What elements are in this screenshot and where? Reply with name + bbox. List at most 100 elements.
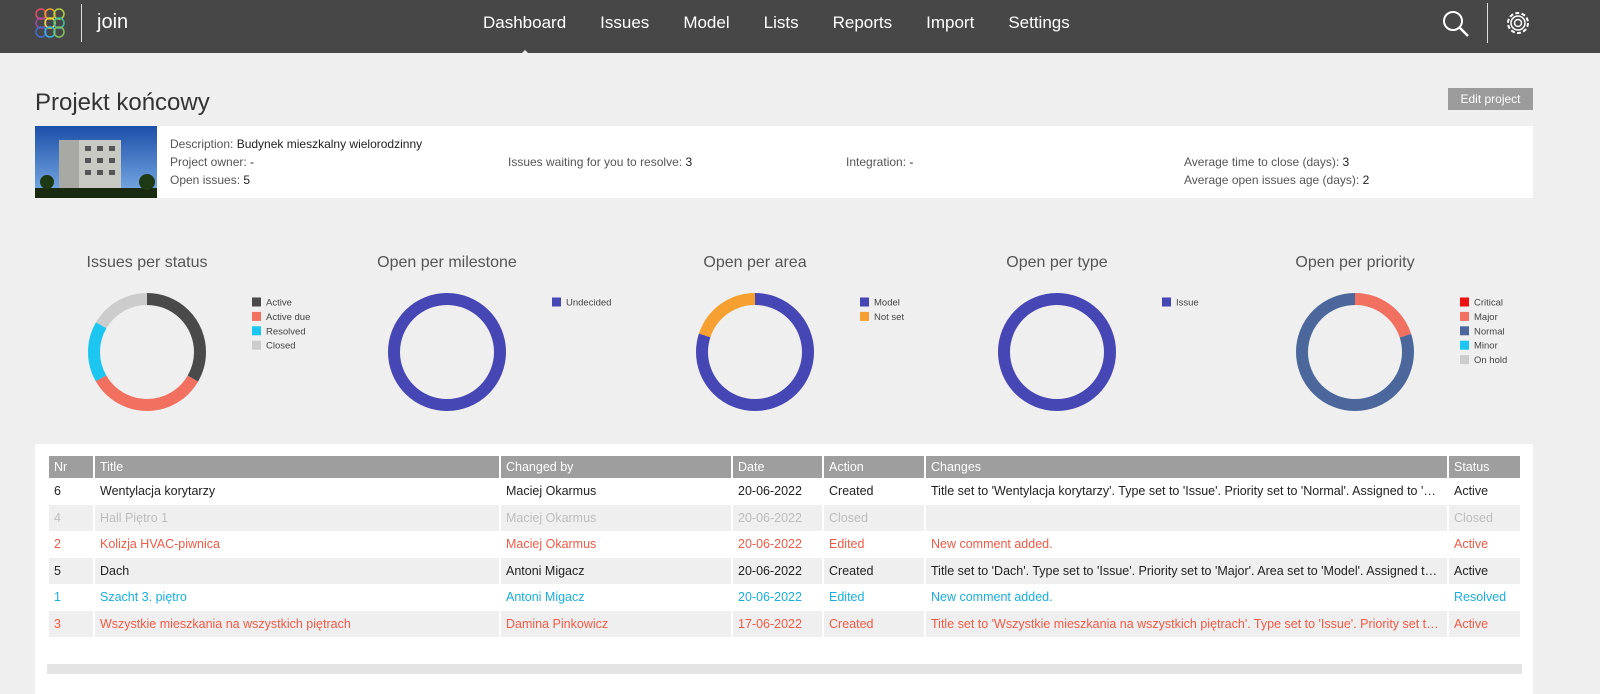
divider — [81, 4, 82, 42]
column-header[interactable]: Changes — [926, 456, 1447, 478]
nav-item[interactable]: Reports — [832, 13, 893, 32]
legend-label[interactable]: On hold — [1474, 355, 1507, 366]
legend-label[interactable]: Normal — [1474, 326, 1505, 337]
info-item: Description: Budynek mieszkalny wielorod… — [170, 137, 422, 151]
table-cell: Created — [824, 610, 924, 637]
nav-item[interactable]: Dashboard — [466, 0, 583, 60]
legend-swatch[interactable] — [1460, 297, 1469, 307]
table-cell: 17-06-2022 — [733, 610, 822, 637]
table-cell: Maciej Okarmus — [501, 504, 731, 531]
info-value: Budynek mieszkalny wielorodzinny — [236, 137, 423, 151]
brand[interactable]: join — [97, 11, 129, 33]
scroll-bar — [47, 664, 1522, 674]
chart: Open per milestone Undecided — [377, 254, 611, 411]
legend-label[interactable]: Undecided — [566, 298, 611, 309]
donut-segment — [88, 293, 206, 411]
info-item: Project owner: - — [170, 155, 254, 169]
info-value: 3 — [1342, 155, 1350, 169]
donut-segment — [88, 293, 206, 411]
table-cell: 20-06-2022 — [733, 504, 822, 531]
table-row[interactable]: 4 Hall Piętro 1 Maciej Okarmus 20-06-2022 Cl… — [49, 504, 1520, 531]
table-cell: Resolved — [1454, 590, 1507, 605]
nav-menu: Dashboard Issues Model Lists Reports Import Se… — [466, 0, 1087, 60]
chart-title: Open per milestone — [377, 254, 517, 271]
info-label: Average time to close (days): — [1184, 155, 1340, 169]
legend-label[interactable]: Issue — [1176, 298, 1199, 309]
column-header[interactable]: Nr — [49, 456, 93, 478]
info-item: Issues waiting for you to resolve: 3 — [508, 155, 692, 169]
nav-item[interactable]: Lists — [763, 13, 799, 32]
legend-swatch[interactable] — [252, 326, 261, 336]
nav-item[interactable]: Model — [683, 13, 730, 32]
legend-label[interactable]: Critical — [1474, 298, 1503, 309]
table-cell: Edited — [829, 590, 865, 605]
info-label: Issues waiting for you to resolve: — [508, 155, 683, 169]
column-header[interactable]: Title — [95, 456, 499, 478]
column-header[interactable]: Action — [824, 456, 924, 478]
legend-swatch[interactable] — [1460, 340, 1469, 350]
table-cell: Maciej Okarmus — [506, 537, 597, 552]
legend-swatch[interactable] — [1460, 326, 1469, 336]
table-cell: 4 — [49, 504, 93, 531]
nav-item[interactable]: Settings — [1008, 13, 1070, 32]
settings-icon[interactable] — [1503, 8, 1533, 38]
column-header[interactable]: Date — [733, 456, 822, 478]
legend-swatch[interactable] — [252, 311, 261, 321]
info-value: - — [250, 155, 255, 169]
legend-label[interactable]: Active due — [266, 312, 310, 323]
table-row[interactable]: 3 Wszystkie mieszkania na wszystkich pięt… — [49, 610, 1520, 637]
column-header[interactable]: Changed by — [501, 456, 731, 478]
legend-label[interactable]: Closed — [266, 341, 296, 352]
legend-swatch[interactable] — [252, 340, 261, 350]
chart: Open per type Issue — [998, 254, 1199, 411]
table-cell: Wszystkie mieszkania na wszystkich piętr… — [95, 610, 499, 637]
legend-swatch[interactable] — [1460, 311, 1469, 321]
table-cell: Title set to 'Dach'. Type set to 'Issue'… — [926, 557, 1447, 584]
table-cell: 20-06-2022 — [733, 557, 822, 584]
legend-label[interactable]: Model — [874, 298, 900, 309]
table-cell: New comment added. — [931, 537, 1053, 552]
nav-item[interactable]: Import — [926, 13, 975, 32]
chart-title: Issues per status — [87, 254, 208, 271]
table-row[interactable]: 6 Wentylacja korytarzy Maciej Okarmus 20-06… — [49, 478, 1520, 505]
project-thumbnail — [35, 126, 157, 198]
info-value: 5 — [243, 173, 251, 187]
table-cell: Antoni Migacz — [506, 590, 585, 605]
legend-swatch[interactable] — [860, 311, 869, 321]
legend-swatch[interactable] — [252, 297, 261, 307]
donut-segment — [88, 293, 206, 411]
edit-project-button[interactable]: Edit project — [1448, 88, 1533, 110]
table-row[interactable]: 1 Szacht 3. piętro Antoni Migacz 20-06-2022… — [49, 584, 1520, 611]
table-cell — [926, 504, 1447, 531]
table-cell: 2 — [54, 537, 61, 552]
legend-swatch[interactable] — [860, 297, 869, 307]
legend-swatch[interactable] — [1460, 355, 1469, 365]
table-cell: 5 — [49, 557, 93, 584]
info-label: Open issues: — [170, 173, 241, 187]
info-value: - — [909, 155, 914, 169]
nav-item[interactable]: Issues — [600, 13, 650, 32]
legend-label[interactable]: Resolved — [266, 326, 306, 337]
table-row[interactable]: 5 Dach Antoni Migacz 20-06-2022 Created Title… — [49, 557, 1520, 584]
table-cell: Szacht 3. piętro — [100, 590, 187, 605]
legend-swatch[interactable] — [1162, 297, 1171, 307]
info-value: 2 — [1362, 173, 1370, 187]
legend-label[interactable]: Minor — [1474, 341, 1498, 352]
table-cell: 20-06-2022 — [738, 590, 802, 605]
column-header[interactable]: Status — [1449, 456, 1520, 478]
legend-label[interactable]: Active — [266, 298, 292, 309]
table-cell: Closed — [1449, 504, 1520, 531]
legend-label[interactable]: Not set — [874, 312, 904, 323]
legend-label[interactable]: Major — [1474, 312, 1498, 323]
donut-segment — [696, 293, 814, 411]
activity-table: Nr Title Changed by Date Action Changes Status… — [47, 456, 1522, 637]
info-label: Integration: — [846, 155, 907, 169]
logo[interactable] — [33, 6, 67, 40]
table-cell: Active — [1454, 537, 1489, 552]
table-cell: 1 — [54, 590, 61, 605]
table-cell: Title set to 'Wentylacja korytarzy'. Typ… — [931, 484, 1447, 499]
table-row[interactable]: 2 Kolizja HVAC-piwnica Maciej Okarmus 20-06… — [49, 531, 1520, 558]
legend-swatch[interactable] — [552, 297, 561, 307]
search-icon[interactable] — [1440, 8, 1470, 38]
